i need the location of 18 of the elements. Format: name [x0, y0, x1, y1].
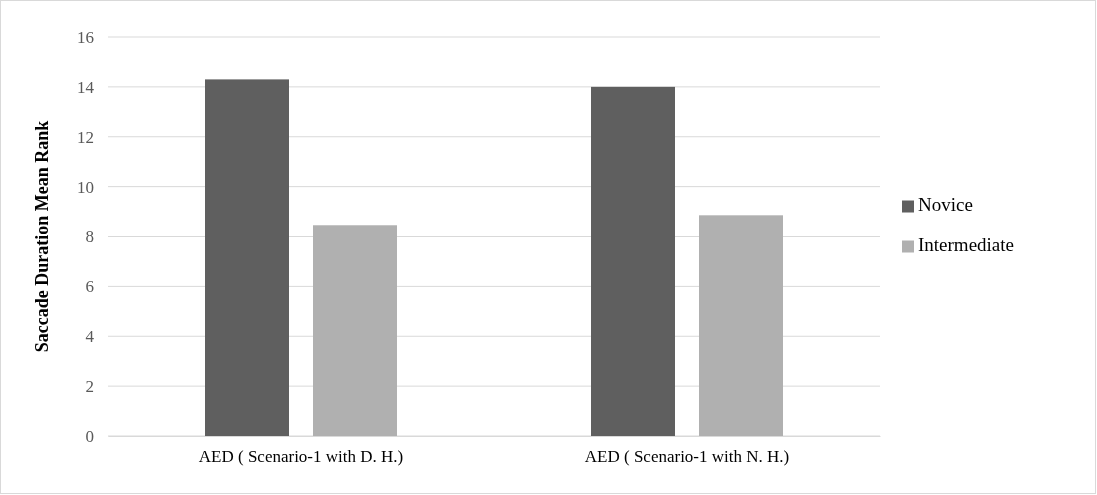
x-tick-label: AED ( Scenario-1 with D. H.) — [198, 447, 404, 467]
y-tick-label: 4 — [85, 327, 95, 347]
y-tick-label: 2 — [85, 377, 94, 397]
legend-label: Novice — [918, 193, 973, 215]
bar — [313, 225, 397, 436]
legend-label: Intermediate — [918, 233, 1015, 255]
bar — [699, 215, 783, 436]
y-tick-label: 16 — [77, 27, 94, 47]
y-tick-label: 14 — [77, 77, 95, 97]
x-tick-label: AED ( Scenario-1 with N. H.) — [584, 447, 790, 467]
y-tick-label: 6 — [85, 277, 94, 297]
bar — [205, 79, 289, 436]
y-tick-label: 12 — [77, 127, 94, 147]
y-axis-title: Saccade Duration Mean Rank — [32, 120, 52, 353]
bar — [591, 86, 675, 436]
y-tick-label: 8 — [85, 227, 94, 247]
y-tick-label: 10 — [77, 177, 94, 197]
y-tick-label: 0 — [85, 426, 94, 446]
